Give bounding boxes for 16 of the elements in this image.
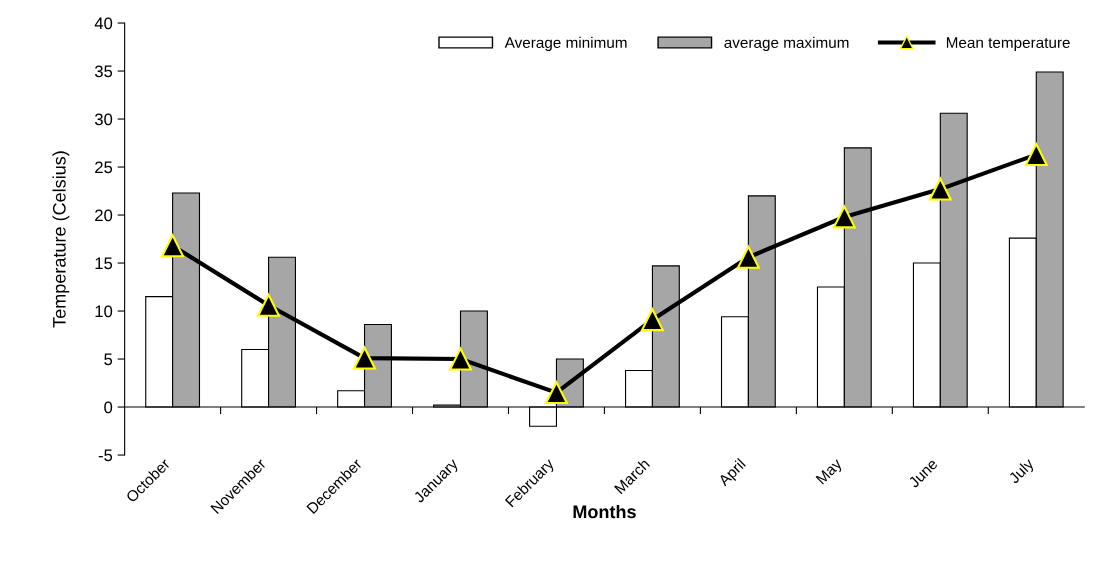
y-tick-label: 35 — [94, 65, 113, 78]
x-axis-title: Months — [573, 504, 636, 519]
y-axis-title: Temperature (Celsius) — [52, 151, 70, 328]
y-tick-label: 5 — [104, 353, 113, 366]
y-tick-label: 15 — [95, 257, 113, 270]
legend-label: average maximum — [724, 36, 849, 52]
y-tick-label: 20 — [95, 209, 113, 222]
legend-label: Mean temperature — [946, 37, 1070, 52]
y-tick-label: 30 — [94, 113, 113, 126]
y-tick-label: 25 — [95, 161, 113, 174]
y-tick-label: 10 — [95, 305, 113, 318]
y-tick-label: -5 — [98, 449, 113, 462]
legend-label: Average minimum — [504, 36, 627, 52]
x-tick-label: July — [1007, 457, 1037, 487]
y-tick-label: 40 — [94, 17, 113, 30]
y-tick-label: 0 — [104, 401, 113, 414]
